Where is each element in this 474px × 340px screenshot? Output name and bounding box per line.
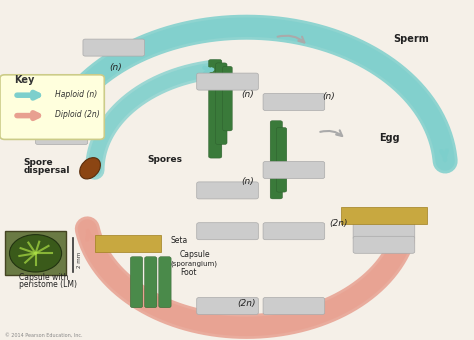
Text: Capsule with: Capsule with xyxy=(19,273,68,283)
Text: Key: Key xyxy=(14,75,35,85)
FancyBboxPatch shape xyxy=(0,75,104,139)
Text: (2n): (2n) xyxy=(329,219,348,228)
FancyBboxPatch shape xyxy=(83,39,145,56)
Text: Spore: Spore xyxy=(24,158,54,167)
FancyBboxPatch shape xyxy=(209,59,222,158)
Text: (n): (n) xyxy=(242,90,255,99)
Text: (2n): (2n) xyxy=(237,299,255,308)
Text: (sporangium): (sporangium) xyxy=(171,260,218,267)
FancyBboxPatch shape xyxy=(95,235,161,252)
Ellipse shape xyxy=(80,158,100,179)
FancyBboxPatch shape xyxy=(263,298,325,314)
Text: Spores: Spores xyxy=(147,154,182,164)
FancyBboxPatch shape xyxy=(341,207,427,224)
FancyBboxPatch shape xyxy=(353,223,415,240)
FancyBboxPatch shape xyxy=(159,257,171,308)
Text: dispersal: dispersal xyxy=(24,166,70,175)
FancyBboxPatch shape xyxy=(5,231,66,275)
Text: (n): (n) xyxy=(242,176,255,186)
Text: Foot: Foot xyxy=(180,268,197,277)
Text: Haploid (n): Haploid (n) xyxy=(55,90,97,99)
Text: Egg: Egg xyxy=(379,133,400,143)
Text: Diploid (2n): Diploid (2n) xyxy=(55,110,99,119)
Text: 2 mm: 2 mm xyxy=(77,252,82,268)
FancyBboxPatch shape xyxy=(197,223,258,240)
Text: (n): (n) xyxy=(322,91,335,101)
FancyBboxPatch shape xyxy=(197,298,258,314)
FancyBboxPatch shape xyxy=(263,223,325,240)
FancyBboxPatch shape xyxy=(270,121,283,199)
Text: Sperm: Sperm xyxy=(393,34,429,45)
FancyBboxPatch shape xyxy=(263,94,325,111)
Text: (n): (n) xyxy=(109,63,122,72)
Text: Capsule: Capsule xyxy=(180,250,211,259)
FancyBboxPatch shape xyxy=(276,128,287,192)
Text: Seta: Seta xyxy=(171,236,188,245)
FancyBboxPatch shape xyxy=(197,182,258,199)
FancyBboxPatch shape xyxy=(263,162,325,178)
FancyBboxPatch shape xyxy=(145,257,157,308)
Circle shape xyxy=(9,235,62,272)
FancyBboxPatch shape xyxy=(223,66,232,131)
Text: peristome (LM): peristome (LM) xyxy=(19,280,77,289)
FancyBboxPatch shape xyxy=(216,63,227,144)
FancyBboxPatch shape xyxy=(130,257,143,308)
Text: © 2014 Pearson Education, Inc.: © 2014 Pearson Education, Inc. xyxy=(5,333,82,338)
FancyBboxPatch shape xyxy=(353,236,415,253)
FancyBboxPatch shape xyxy=(36,128,88,144)
FancyBboxPatch shape xyxy=(197,73,258,90)
